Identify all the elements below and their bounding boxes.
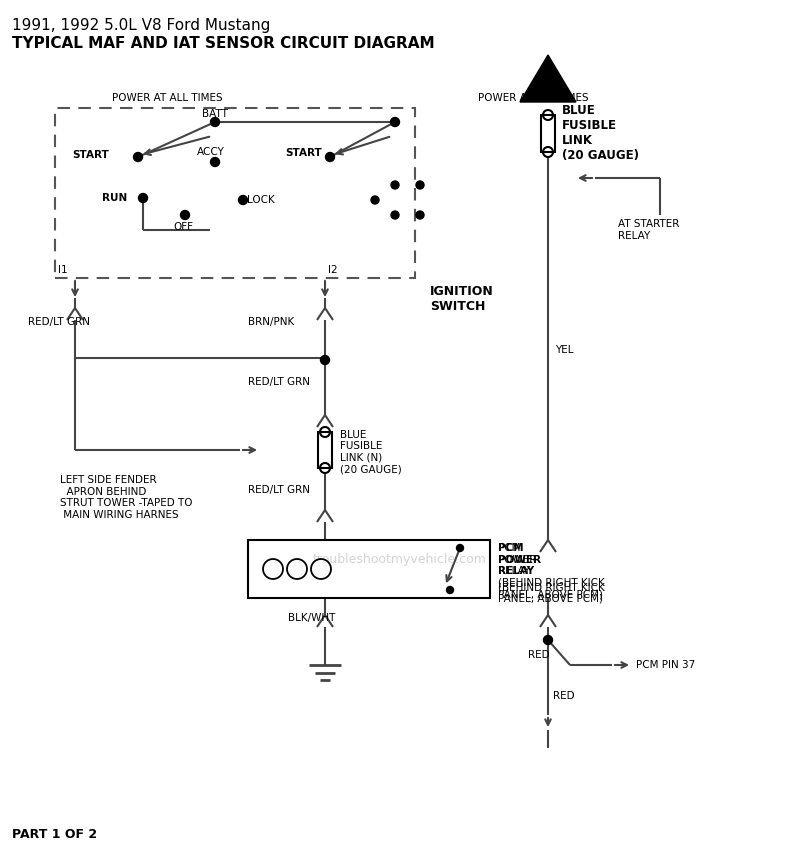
Text: ACCY: ACCY bbox=[197, 147, 225, 157]
Text: RUN: RUN bbox=[102, 193, 127, 203]
Circle shape bbox=[321, 355, 330, 365]
Circle shape bbox=[263, 559, 283, 579]
Text: 1991, 1992 5.0L V8 Ford Mustang: 1991, 1992 5.0L V8 Ford Mustang bbox=[12, 18, 270, 33]
Text: START: START bbox=[285, 148, 322, 158]
Text: START: START bbox=[72, 150, 109, 160]
Text: PCM
POWER
RELAY
(BEHIND RIGHT KICK
PANEL, ABOVE PCM): PCM POWER RELAY (BEHIND RIGHT KICK PANEL… bbox=[498, 543, 605, 599]
Text: BRN/PNK: BRN/PNK bbox=[248, 317, 294, 327]
Circle shape bbox=[390, 117, 399, 127]
Circle shape bbox=[238, 196, 247, 205]
Circle shape bbox=[457, 545, 463, 552]
Circle shape bbox=[543, 636, 553, 644]
Text: PCM PIN 37: PCM PIN 37 bbox=[636, 660, 695, 670]
Text: RED: RED bbox=[528, 650, 550, 660]
Bar bbox=[318, 432, 332, 468]
Circle shape bbox=[543, 110, 553, 120]
Text: LEFT SIDE FENDER
  APRON BEHIND
STRUT TOWER -TAPED TO
 MAIN WIRING HARNES: LEFT SIDE FENDER APRON BEHIND STRUT TOWE… bbox=[60, 475, 193, 520]
Text: I1: I1 bbox=[58, 265, 68, 275]
Text: OFF: OFF bbox=[173, 222, 193, 232]
Text: BLUE
FUSIBLE
LINK (N)
(20 GAUGE): BLUE FUSIBLE LINK (N) (20 GAUGE) bbox=[340, 429, 402, 474]
Circle shape bbox=[320, 427, 330, 437]
Text: BLUE
FUSIBLE
LINK
(20 GAUGE): BLUE FUSIBLE LINK (20 GAUGE) bbox=[562, 104, 639, 162]
Text: IGNITION
SWITCH: IGNITION SWITCH bbox=[430, 285, 494, 313]
Text: A: A bbox=[542, 764, 554, 779]
Circle shape bbox=[416, 211, 424, 219]
Text: RED/LT GRN: RED/LT GRN bbox=[248, 485, 310, 495]
Polygon shape bbox=[520, 55, 576, 102]
Text: POWER AT ALL TIMES: POWER AT ALL TIMES bbox=[112, 93, 222, 103]
Text: RED: RED bbox=[553, 691, 574, 701]
Bar bbox=[541, 115, 555, 152]
Circle shape bbox=[391, 211, 399, 219]
Text: YEL: YEL bbox=[555, 345, 574, 355]
Text: POWER AT ALL TIMES: POWER AT ALL TIMES bbox=[478, 93, 589, 103]
Circle shape bbox=[210, 157, 219, 167]
Text: I2: I2 bbox=[328, 265, 338, 275]
Circle shape bbox=[391, 181, 399, 189]
Text: PCM
POWER
RELAY: PCM POWER RELAY bbox=[498, 543, 541, 576]
Text: BLK/WHT: BLK/WHT bbox=[288, 613, 335, 623]
Text: troubleshootmyvehicle.com: troubleshootmyvehicle.com bbox=[313, 553, 487, 566]
Circle shape bbox=[543, 147, 553, 157]
Circle shape bbox=[326, 152, 334, 162]
Bar bbox=[248, 540, 490, 598]
Text: RED/LT GRN: RED/LT GRN bbox=[28, 317, 90, 327]
Circle shape bbox=[134, 152, 142, 162]
Text: AT STARTER
RELAY: AT STARTER RELAY bbox=[618, 219, 679, 241]
Circle shape bbox=[210, 117, 219, 127]
Circle shape bbox=[181, 211, 190, 219]
Text: TYPICAL MAF AND IAT SENSOR CIRCUIT DIAGRAM: TYPICAL MAF AND IAT SENSOR CIRCUIT DIAGR… bbox=[12, 36, 434, 51]
Circle shape bbox=[446, 586, 454, 593]
Circle shape bbox=[371, 196, 379, 204]
Circle shape bbox=[311, 559, 331, 579]
Text: (BEHIND RIGHT KICK
PANEL, ABOVE PCM): (BEHIND RIGHT KICK PANEL, ABOVE PCM) bbox=[498, 582, 605, 603]
Text: RED/LT GRN: RED/LT GRN bbox=[248, 377, 310, 387]
Text: PART 1 OF 2: PART 1 OF 2 bbox=[12, 829, 97, 842]
Text: BATT: BATT bbox=[202, 109, 228, 119]
Circle shape bbox=[138, 194, 147, 202]
Circle shape bbox=[416, 181, 424, 189]
Circle shape bbox=[320, 463, 330, 473]
Circle shape bbox=[287, 559, 307, 579]
Text: LOCK: LOCK bbox=[247, 195, 274, 205]
